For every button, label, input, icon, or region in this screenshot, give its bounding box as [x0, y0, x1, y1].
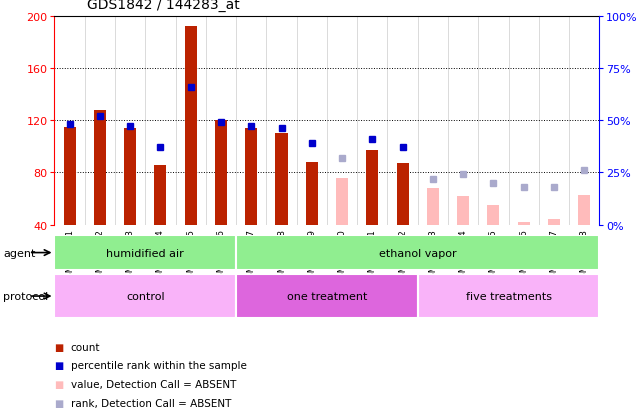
Bar [54, 275, 236, 318]
Text: GSM101544: GSM101544 [458, 229, 468, 283]
Text: GSM101547: GSM101547 [549, 229, 558, 283]
Text: GSM101535: GSM101535 [186, 229, 196, 284]
Bar [236, 235, 599, 271]
Text: ■: ■ [54, 342, 63, 352]
Text: rank, Detection Call = ABSENT: rank, Detection Call = ABSENT [71, 398, 231, 408]
Text: GDS1842 / 144283_at: GDS1842 / 144283_at [87, 0, 239, 12]
Bar [306, 163, 318, 225]
Bar [63, 127, 76, 225]
Text: protocol: protocol [3, 291, 49, 301]
Bar [578, 195, 590, 225]
Bar [54, 235, 236, 271]
Text: GSM101542: GSM101542 [398, 229, 407, 283]
Bar [548, 220, 560, 225]
Text: GSM101540: GSM101540 [338, 229, 347, 283]
Bar [336, 178, 348, 225]
Bar [518, 223, 529, 225]
Bar [276, 134, 288, 225]
Text: GSM101541: GSM101541 [368, 229, 377, 283]
Bar [185, 27, 197, 225]
Bar [94, 110, 106, 225]
Text: control: control [126, 291, 165, 301]
Text: GSM101543: GSM101543 [428, 229, 437, 283]
Text: humidified air: humidified air [106, 248, 184, 258]
Bar [236, 275, 418, 318]
Text: count: count [71, 342, 100, 352]
Bar [397, 164, 409, 225]
Text: GSM101539: GSM101539 [307, 229, 316, 284]
Text: GSM101533: GSM101533 [126, 229, 135, 284]
Text: GSM101538: GSM101538 [277, 229, 286, 284]
Bar [124, 128, 137, 225]
Bar [215, 121, 227, 225]
Text: ■: ■ [54, 361, 63, 370]
Text: GSM101532: GSM101532 [96, 229, 104, 283]
Text: GSM101537: GSM101537 [247, 229, 256, 284]
Text: GSM101536: GSM101536 [217, 229, 226, 284]
Text: percentile rank within the sample: percentile rank within the sample [71, 361, 246, 370]
Bar [487, 206, 499, 225]
Bar [154, 165, 167, 225]
Text: five treatments: five treatments [465, 291, 551, 301]
Text: ■: ■ [54, 379, 63, 389]
Bar [366, 151, 378, 225]
Text: ethanol vapor: ethanol vapor [379, 248, 456, 258]
Text: agent: agent [3, 248, 36, 258]
Text: GSM101548: GSM101548 [579, 229, 588, 283]
Text: one treatment: one treatment [287, 291, 367, 301]
Bar [457, 197, 469, 225]
Text: ■: ■ [54, 398, 63, 408]
Text: GSM101531: GSM101531 [65, 229, 74, 284]
Bar [418, 275, 599, 318]
Text: GSM101545: GSM101545 [489, 229, 498, 283]
Bar [427, 189, 439, 225]
Text: value, Detection Call = ABSENT: value, Detection Call = ABSENT [71, 379, 236, 389]
Text: GSM101546: GSM101546 [519, 229, 528, 283]
Bar [245, 128, 257, 225]
Text: GSM101534: GSM101534 [156, 229, 165, 283]
